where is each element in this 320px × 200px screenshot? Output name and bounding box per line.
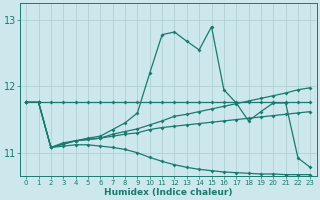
X-axis label: Humidex (Indice chaleur): Humidex (Indice chaleur) (104, 188, 233, 197)
